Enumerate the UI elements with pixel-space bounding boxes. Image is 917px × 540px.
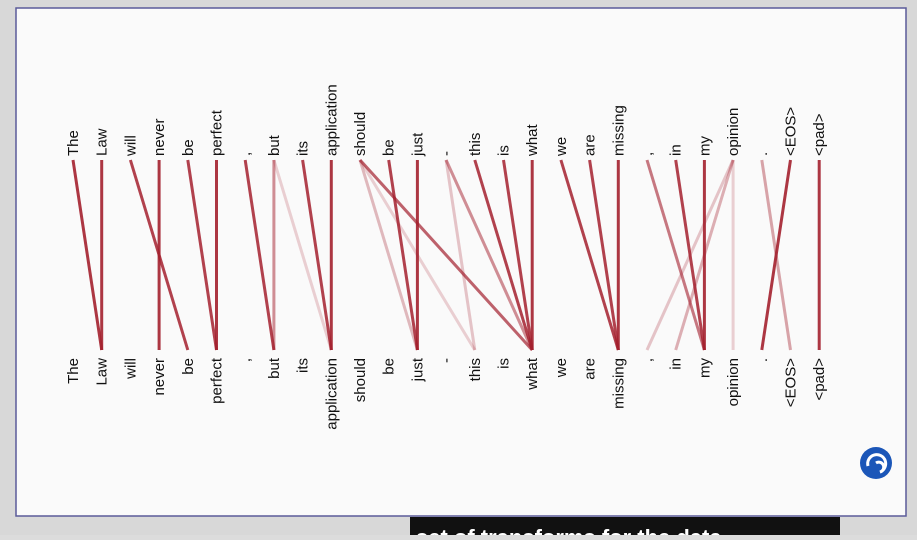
attention-line <box>71 159 104 351</box>
bottom-token: be <box>180 358 197 375</box>
bottom-token: be <box>381 358 398 375</box>
bottom-token: missing <box>610 358 627 409</box>
top-token: are <box>582 134 599 156</box>
top-token: <EOS> <box>782 107 799 156</box>
attention-line <box>186 159 218 351</box>
attention-line <box>358 159 419 351</box>
top-token: <pad> <box>811 113 828 156</box>
top-token: - <box>438 151 455 156</box>
bottom-token: are <box>582 358 599 380</box>
top-token: be <box>180 139 197 156</box>
bottom-token: we <box>553 358 570 378</box>
bottom-token: Law <box>94 358 111 386</box>
attention-line <box>674 159 735 351</box>
top-token: should <box>352 112 369 156</box>
attention-line <box>674 159 706 351</box>
attention-line <box>301 159 333 351</box>
attention-line <box>272 159 333 351</box>
top-token: The <box>65 130 82 156</box>
attention-line <box>588 159 620 351</box>
frame <box>15 7 907 517</box>
top-token: be <box>381 139 398 156</box>
bottom-token: this <box>467 358 484 381</box>
attention-line <box>502 159 534 351</box>
top-token: Law <box>94 128 111 156</box>
top-token: this <box>467 133 484 156</box>
top-token: never <box>151 118 168 156</box>
token-labels: The Law will never be perfect, but its applicati… <box>65 84 828 429</box>
top-token: , <box>639 152 656 156</box>
subtitle: set of transforms for the data <box>416 525 722 535</box>
top-token: we <box>553 137 570 157</box>
bottom-token: perfect <box>208 357 225 404</box>
attention-line <box>444 159 534 351</box>
top-token: my <box>696 136 713 156</box>
top-token: opinion <box>725 108 742 156</box>
top-token: is <box>495 145 512 156</box>
bottom-token: - <box>438 358 455 363</box>
bottom-token: <EOS> <box>782 358 799 407</box>
top-token: application <box>323 84 340 156</box>
bottom-token: , <box>639 358 656 362</box>
bottom-token: The <box>65 358 82 384</box>
attention-line <box>760 159 792 351</box>
top-token: its <box>295 141 312 156</box>
bottom-token: <pad> <box>811 358 828 401</box>
bottom-token: , <box>237 358 254 362</box>
top-token: but <box>266 134 283 156</box>
attention-line <box>645 159 706 351</box>
bottom-token: opinion <box>725 358 742 406</box>
bottom-token: should <box>352 358 369 402</box>
attention-lines <box>71 158 821 352</box>
attention-line <box>243 159 276 351</box>
bottom-token: will <box>122 358 139 380</box>
top-token: , <box>237 152 254 156</box>
attention-line <box>559 159 620 351</box>
top-token: what <box>524 123 541 157</box>
bottom-token: never <box>151 358 168 396</box>
bottom-token: . <box>754 358 771 362</box>
attention-line <box>473 159 534 351</box>
attention-line <box>645 159 735 351</box>
top-token: in <box>668 144 685 156</box>
bottom-token: just <box>409 357 426 382</box>
bottom-token: in <box>668 358 685 370</box>
top-token: perfect <box>208 109 225 156</box>
top-token: missing <box>610 105 627 156</box>
bottom-token: application <box>323 358 340 430</box>
subtitle-box <box>410 517 840 535</box>
logo <box>860 447 892 479</box>
bottom-token: its <box>295 358 312 373</box>
bottom-token: is <box>495 358 512 369</box>
bottom-token: what <box>524 357 541 391</box>
attention-line <box>444 159 477 351</box>
top-token: . <box>754 152 771 156</box>
attention-line <box>387 159 419 351</box>
attention-line <box>358 158 534 352</box>
bottom-token: but <box>266 357 283 379</box>
top-token: just <box>409 132 426 157</box>
top-token: will <box>122 135 139 157</box>
bottom-token: my <box>696 358 713 378</box>
